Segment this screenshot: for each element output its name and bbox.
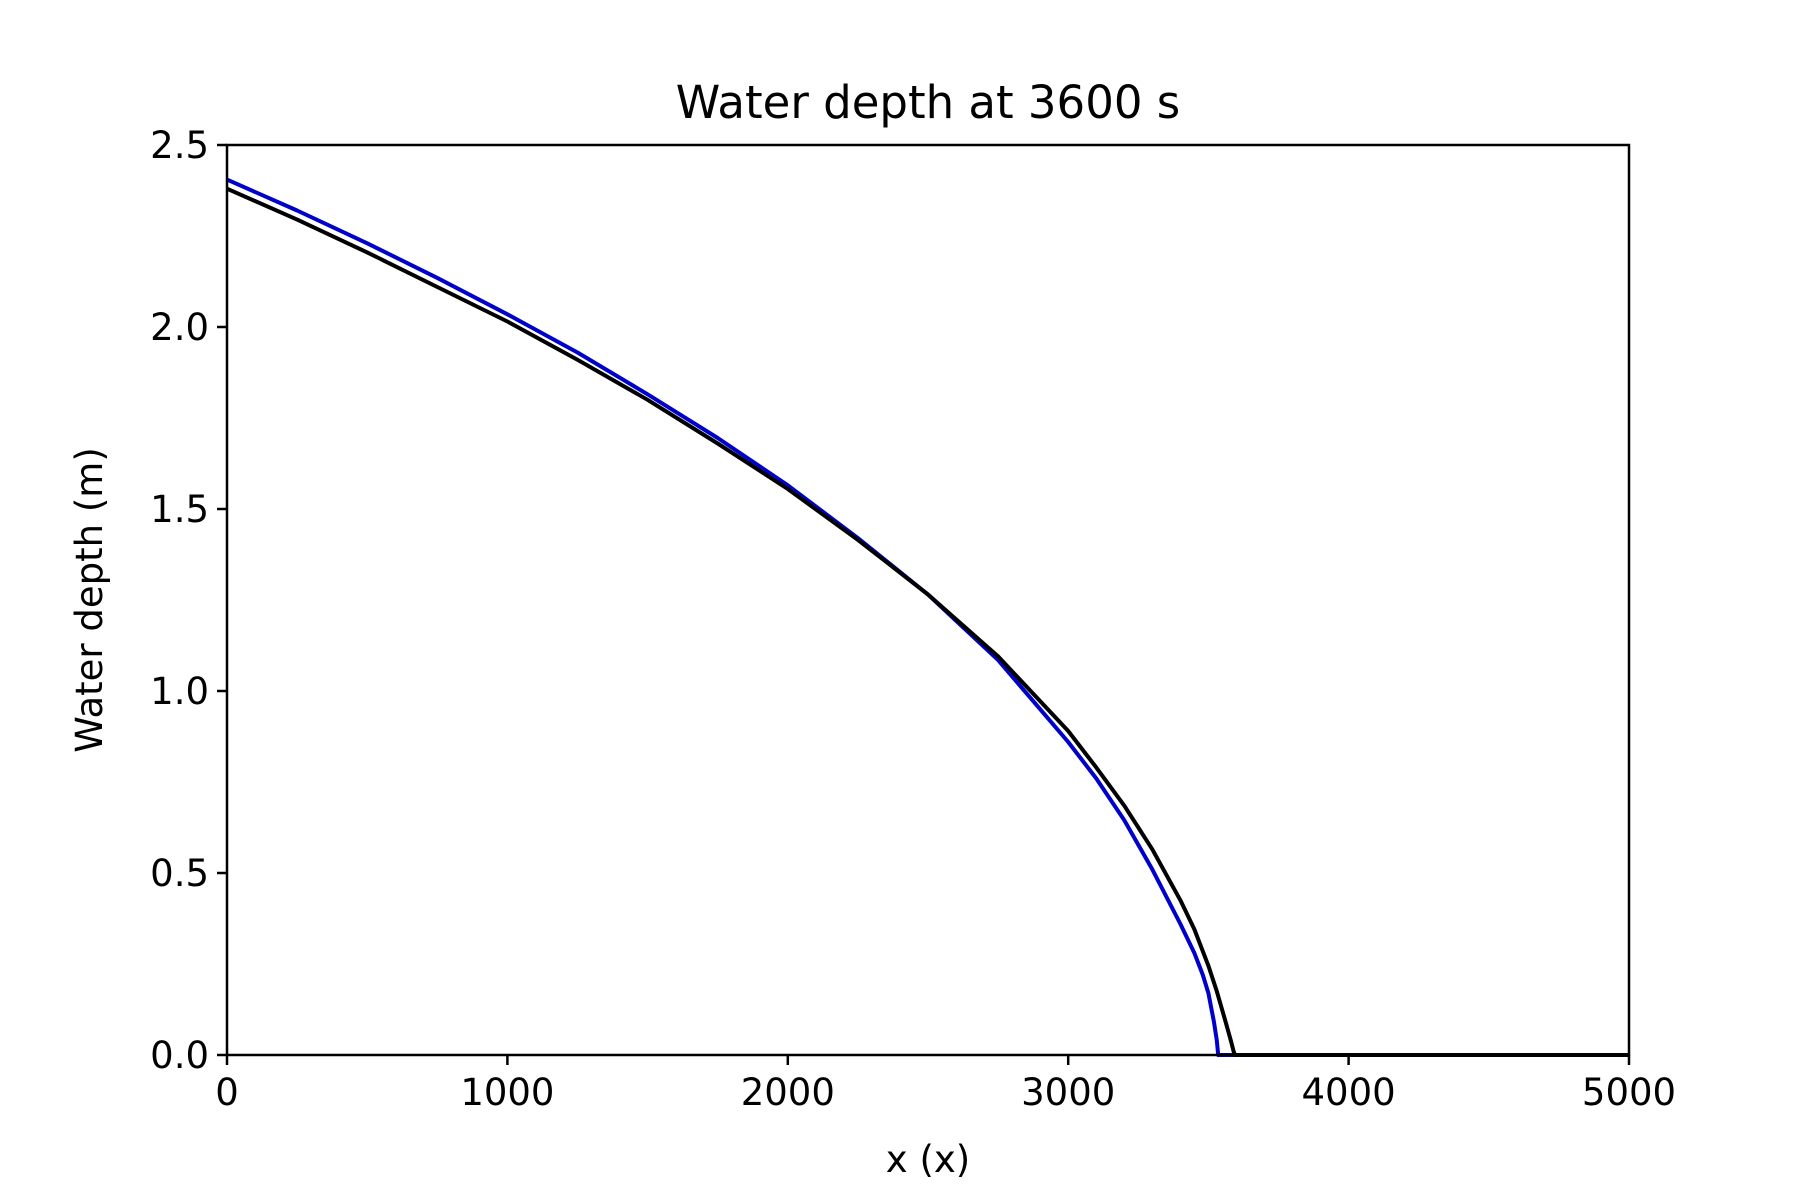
y-tick-label: 1.5 (150, 488, 209, 531)
chart-title: Water depth at 3600 s (676, 76, 1180, 129)
x-tick-label: 1000 (460, 1071, 554, 1114)
y-axis-ticks: 0.0 0.5 1.0 1.5 2.0 2.5 (150, 124, 227, 1077)
x-tick-label: 2000 (741, 1071, 835, 1114)
x-tick-label: 5000 (1582, 1071, 1676, 1114)
x-axis-title: x (x) (886, 1138, 970, 1181)
plot-frame (225, 143, 1631, 1057)
y-tick-label: 1.0 (150, 670, 209, 713)
x-axis-ticks: 0 1000 2000 3000 4000 5000 (215, 1055, 1676, 1114)
x-tick-label: 4000 (1302, 1071, 1396, 1114)
y-tick-label: 2.5 (150, 124, 209, 167)
y-tick-label: 2.0 (150, 306, 209, 349)
x-tick-label: 3000 (1021, 1071, 1115, 1114)
x-tick-label: 0 (215, 1071, 239, 1114)
y-tick-label: 0.0 (150, 1034, 209, 1077)
y-axis-title: Water depth (m) (68, 447, 111, 753)
y-tick-label: 0.5 (150, 852, 209, 895)
